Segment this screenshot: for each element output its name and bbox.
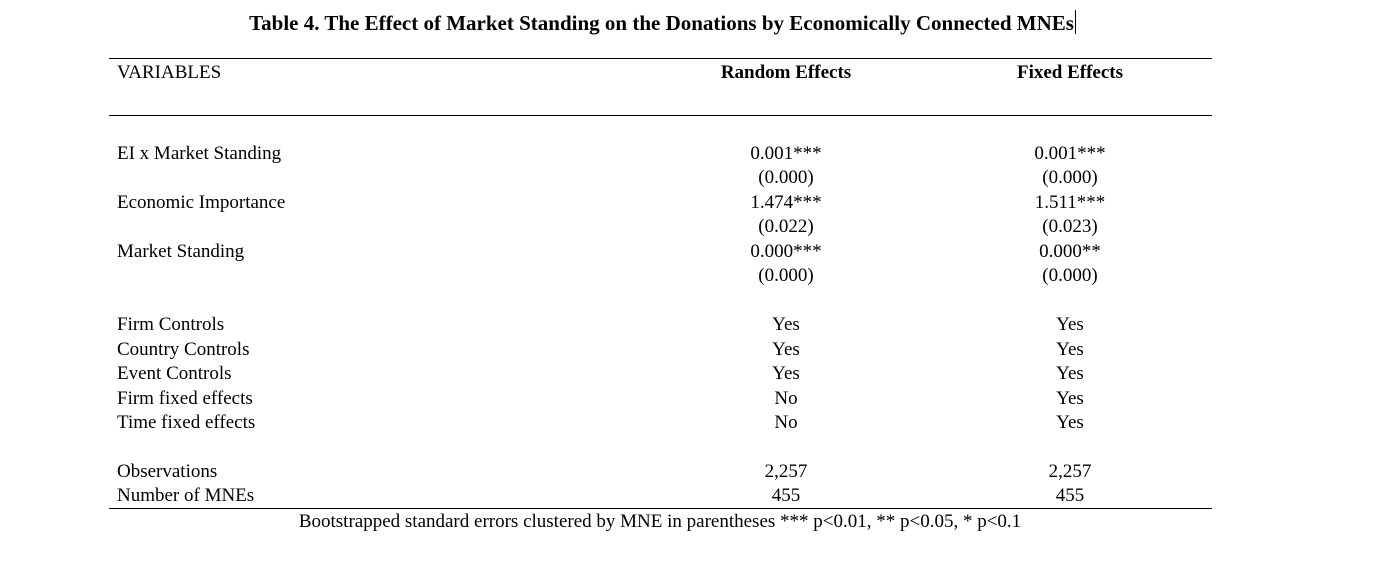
coef-value: 0.001*** [750, 143, 822, 164]
control-value: Yes [772, 314, 800, 335]
coef-value: 0.000** [1039, 241, 1101, 262]
table-title: Table 4. The Effect of Market Standing o… [0, 8, 1325, 38]
control-value: Yes [1056, 388, 1084, 409]
std-error: (0.000) [758, 265, 814, 286]
control-value: Yes [1056, 314, 1084, 335]
control-value: Yes [1056, 339, 1084, 360]
control-value: Yes [1056, 363, 1084, 384]
stat-value: 2,257 [1048, 461, 1092, 482]
row-label: Economic Importance [117, 192, 286, 213]
stat-value: 455 [771, 485, 801, 506]
row-label: Number of MNEs [117, 485, 255, 506]
bottom-rule [109, 508, 1212, 509]
std-error: (0.022) [758, 216, 814, 237]
row-label: EI x Market Standing [117, 143, 282, 164]
std-error: (0.000) [1042, 167, 1098, 188]
stat-value: 2,257 [764, 461, 808, 482]
control-value: No [774, 412, 798, 433]
row-label: Market Standing [117, 241, 245, 262]
row-label: Country Controls [117, 339, 250, 360]
table-note: Bootstrapped standard errors clustered b… [298, 511, 1022, 532]
control-value: Yes [772, 339, 800, 360]
row-label: Firm fixed effects [117, 388, 253, 409]
header-random-effects: Random Effects [720, 62, 852, 83]
text-cursor [1074, 10, 1076, 34]
std-error: (0.000) [758, 167, 814, 188]
control-value: Yes [1056, 412, 1084, 433]
control-value: Yes [772, 363, 800, 384]
std-error: (0.000) [1042, 265, 1098, 286]
row-label: Event Controls [117, 363, 232, 384]
row-label: Firm Controls [117, 314, 225, 335]
std-error: (0.023) [1042, 216, 1098, 237]
stat-value: 455 [1055, 485, 1085, 506]
top-rule [109, 58, 1212, 59]
control-value: No [774, 388, 798, 409]
coef-value: 0.000*** [750, 241, 822, 262]
coef-value: 0.001*** [1034, 143, 1106, 164]
coef-value: 1.511*** [1034, 192, 1106, 213]
header-fixed-effects: Fixed Effects [1016, 62, 1124, 83]
coef-value: 1.474*** [750, 192, 822, 213]
table-title-text: Table 4. The Effect of Market Standing o… [249, 11, 1074, 35]
row-label: Time fixed effects [117, 412, 256, 433]
header-rule [109, 115, 1212, 116]
row-label: Observations [117, 461, 218, 482]
header-variables: VARIABLES [117, 62, 222, 83]
